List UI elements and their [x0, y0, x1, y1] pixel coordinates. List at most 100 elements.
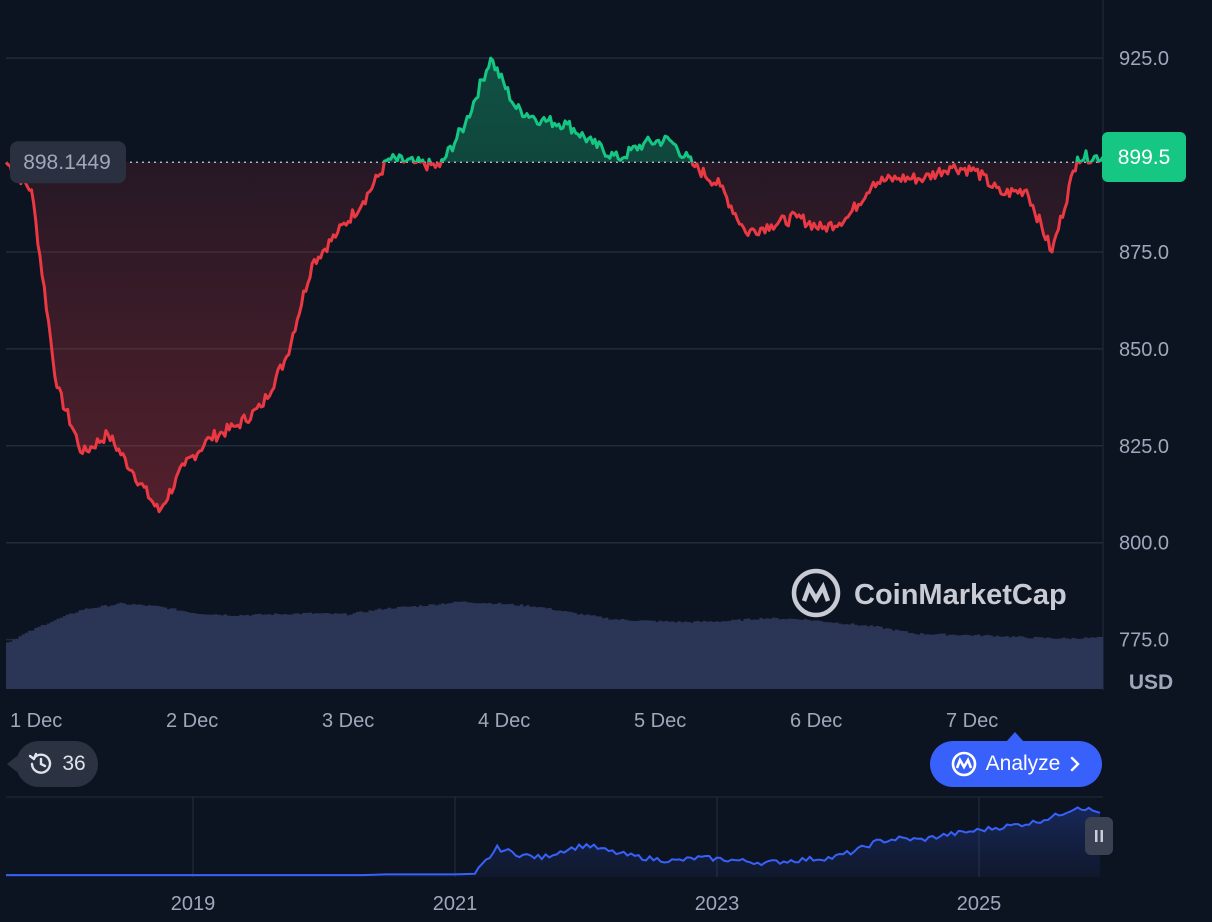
volume-bar: [677, 621, 681, 689]
volume-bar: [336, 613, 341, 689]
reference-price-label: 898.1449: [23, 151, 111, 174]
volume-bar: [65, 614, 70, 689]
volume-bar: [232, 615, 237, 689]
volume-bar: [393, 608, 398, 689]
volume-bar: [280, 614, 284, 689]
volume-bar: [582, 615, 587, 689]
volume-bar: [532, 606, 536, 689]
volume-bar: [917, 634, 921, 689]
volume-bar: [976, 634, 981, 689]
volume-bar: [403, 606, 407, 689]
volume-bar: [1077, 639, 1082, 689]
volume-bar: [831, 622, 836, 689]
y-axis: 925.0 875.0 850.0 825.0 800.0 775.0: [1119, 48, 1169, 651]
volume-bar: [110, 605, 114, 689]
pause-handle-icon[interactable]: [1085, 817, 1113, 855]
volume-bar: [188, 612, 193, 689]
volume-bar: [1014, 637, 1019, 689]
x-tick-label: 5 Dec: [634, 710, 686, 732]
volume-bar: [144, 606, 149, 689]
volume-bar: [614, 619, 618, 689]
volume-bar: [989, 635, 993, 689]
volume-bar: [891, 630, 896, 689]
volume-bar: [381, 609, 385, 689]
volume-bar: [967, 635, 971, 689]
volume-bar: [128, 604, 133, 689]
volume-bar: [828, 622, 833, 689]
volume-bar: [308, 612, 313, 689]
volume-bar: [1062, 637, 1066, 689]
x-tick-label: 6 Dec: [790, 710, 842, 732]
volume-bar: [696, 621, 700, 689]
volume-bar: [491, 604, 495, 689]
volume-bar: [1080, 638, 1085, 689]
overview-navigator[interactable]: 2019 2021 2023 2025: [6, 796, 1103, 915]
coinmarketcap-logo-icon: [950, 750, 978, 778]
volume-bar: [894, 629, 899, 689]
volume-bar: [1074, 638, 1079, 689]
volume-bar: [255, 614, 259, 689]
volume-bar: [718, 621, 722, 689]
volume-bar: [888, 628, 893, 689]
volume-bar: [633, 621, 637, 689]
volume-bar: [94, 608, 98, 689]
volume-bar: [970, 635, 975, 689]
volume-bar: [526, 605, 530, 689]
volume-bar: [355, 611, 360, 689]
volume-bar: [1049, 638, 1053, 689]
analyze-button[interactable]: Analyze: [930, 732, 1102, 787]
volume-bar: [374, 609, 379, 689]
volume-bar: [371, 610, 376, 689]
volume-bar: [500, 604, 505, 689]
volume-bar: [494, 604, 499, 689]
overview-area: [6, 807, 1100, 877]
volume-bar: [872, 626, 877, 689]
x-axis: 1 Dec 2 Dec 3 Dec 4 Dec 5 Dec 6 Dec 7 Dec: [10, 710, 998, 732]
volume-bar: [658, 620, 662, 689]
volume-bar: [980, 636, 984, 689]
volume-bar: [939, 633, 943, 689]
volume-bar: [157, 606, 161, 689]
volume-bar: [1011, 636, 1016, 689]
volume-bar: [529, 606, 533, 689]
volume-bar: [507, 604, 511, 689]
volume-bar: [759, 617, 763, 689]
volume-bar: [772, 617, 776, 689]
volume-bar: [204, 614, 209, 689]
volume-bar: [557, 610, 562, 689]
volume-bar: [961, 635, 965, 689]
volume-bar: [169, 608, 174, 689]
volume-bar: [775, 618, 779, 689]
volume-bar: [800, 620, 804, 689]
volume-bar: [693, 621, 697, 689]
volume-bar: [223, 614, 227, 689]
y-tick-label: 925.0: [1119, 48, 1169, 70]
volume-bar: [330, 614, 335, 689]
volume-bar: [686, 622, 691, 689]
volume-bar: [198, 614, 202, 689]
volume-bar: [289, 614, 294, 689]
volume-bar: [273, 613, 278, 689]
volume-bar: [563, 611, 568, 689]
history-button[interactable]: 36: [7, 741, 98, 787]
volume-bar: [904, 631, 908, 689]
volume-bar: [586, 614, 590, 689]
volume-bar: [62, 616, 67, 689]
volume-bar: [469, 602, 473, 689]
volume-bar: [343, 613, 347, 689]
volume-bar: [639, 620, 644, 689]
volume-bar: [292, 613, 297, 689]
volume-bar: [762, 619, 766, 689]
volume-bar: [362, 612, 366, 689]
volume-bar: [548, 608, 552, 689]
volume-bar: [627, 620, 631, 689]
volume-bars: [6, 601, 1104, 689]
volume-bar: [516, 605, 521, 689]
volume-bar: [595, 616, 599, 689]
volume-bar: [119, 602, 123, 689]
volume-bar: [106, 606, 111, 689]
volume-bar: [270, 615, 275, 689]
volume-bar: [951, 634, 956, 689]
current-price-label: 899.5: [1118, 146, 1171, 169]
volume-bar: [151, 605, 155, 689]
